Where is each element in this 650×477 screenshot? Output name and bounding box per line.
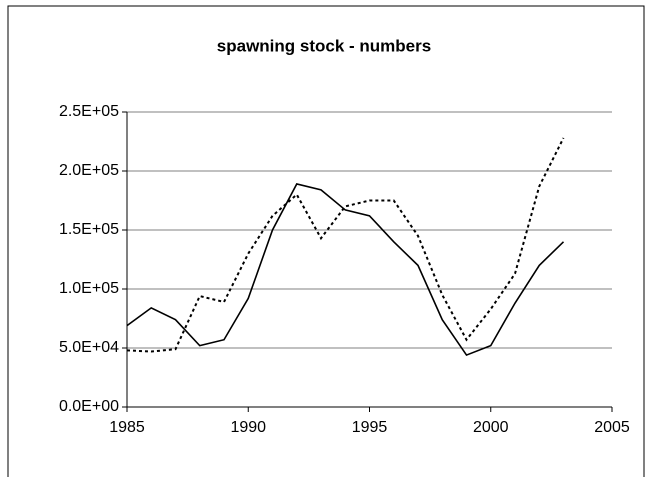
x-tick-label: 1990 <box>230 419 266 436</box>
y-tick-label: 2.5E+05 <box>59 103 119 120</box>
data-line <box>126 183 565 357</box>
x-tick-label: 2005 <box>594 419 630 436</box>
x-tick-label: 2000 <box>473 419 509 436</box>
y-tick-label: 1.0E+05 <box>59 280 119 297</box>
y-tick-label: 1.5E+05 <box>59 221 119 238</box>
y-tick-label: 0.0E+00 <box>59 398 119 415</box>
chart-border <box>7 5 645 477</box>
chart-title: spawning stock - numbers <box>217 36 431 55</box>
y-tick-label: 5.0E+04 <box>59 339 119 356</box>
x-tick-label: 1985 <box>109 419 145 436</box>
data-line <box>126 137 565 353</box>
y-tick-label: 2.0E+05 <box>59 162 119 179</box>
x-tick-label: 1995 <box>352 419 388 436</box>
